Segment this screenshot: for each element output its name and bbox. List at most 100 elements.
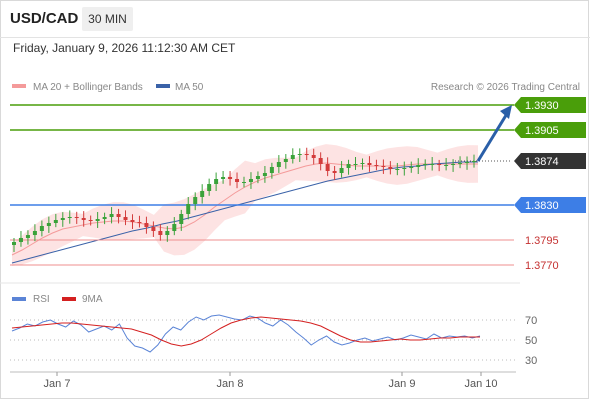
price-level-tag: [514, 197, 586, 213]
candle-body: [74, 217, 79, 218]
candle-body: [276, 162, 281, 167]
rsi-tick-label: 50: [525, 335, 537, 347]
candle-body: [46, 223, 51, 226]
x-tick-label: Jan 9: [389, 378, 416, 390]
timeframe-button[interactable]: 30 MIN: [82, 7, 133, 31]
candle-body: [60, 218, 65, 220]
x-tick-label: Jan 10: [464, 378, 497, 390]
x-tick-label: Jan 7: [44, 378, 71, 390]
candle-body: [423, 164, 428, 165]
candle-body: [332, 171, 337, 173]
candle-body: [242, 182, 246, 183]
candle-body: [381, 166, 386, 167]
candle-body: [200, 191, 205, 197]
candle-body: [416, 165, 421, 167]
candle-body: [402, 168, 407, 169]
candle-body: [311, 155, 316, 158]
price-level-tag: [514, 122, 586, 138]
forecast-arrow-shaft: [476, 111, 510, 162]
chart-header: USD/CAD 30 MIN: [0, 0, 590, 38]
candle-body: [339, 168, 344, 173]
ma20-line: [11, 162, 478, 256]
candle-body: [465, 162, 470, 163]
candle-body: [290, 155, 295, 159]
price-level-label: 1.3930: [525, 100, 559, 112]
rsi-ma-legend-swatch: [62, 297, 76, 301]
price-level-tag: [514, 153, 586, 169]
candle-body: [444, 165, 449, 166]
candle-body: [193, 197, 198, 204]
candle-body: [151, 227, 156, 231]
candle-body: [367, 163, 372, 165]
bollinger-legend-label: MA 20 + Bollinger Bands: [33, 82, 143, 93]
bollinger-legend-swatch: [12, 84, 26, 88]
candle-body: [130, 220, 135, 222]
candle-body: [95, 219, 100, 221]
candle-body: [32, 231, 37, 235]
candle-body: [409, 167, 414, 168]
candle-body: [269, 167, 274, 173]
ma50-line: [11, 161, 478, 264]
forecast-arrow-head: [500, 105, 512, 119]
candle-body: [67, 217, 72, 218]
candle-body: [165, 231, 170, 235]
candle-body: [235, 179, 240, 182]
price-level-label: 1.3905: [525, 125, 559, 137]
candle-body: [179, 214, 184, 224]
research-credit: Research © 2026 Trading Central: [431, 82, 580, 93]
rsi-chart: 70 50 30: [10, 314, 537, 367]
candle-body: [102, 217, 107, 219]
candle-body: [388, 167, 393, 169]
price-level-label: 1.3830: [525, 200, 559, 212]
candle-body: [158, 231, 163, 235]
rsi-legend-label: RSI: [33, 294, 50, 305]
price-level-label: 1.3874: [525, 156, 559, 168]
candle-body: [186, 204, 191, 214]
candle-body: [360, 163, 365, 164]
candle-body: [123, 217, 128, 220]
symbol-title: USD/CAD: [10, 10, 79, 27]
candle-body: [255, 176, 260, 179]
ma50-legend-label: MA 50: [175, 82, 204, 93]
rsi-tick-label: 70: [525, 315, 537, 327]
candle-body: [304, 154, 309, 155]
candle-body: [221, 177, 226, 179]
candle-body: [144, 223, 149, 227]
candle-body: [25, 235, 30, 238]
candle-body: [395, 169, 400, 170]
rsi-legend-swatch: [12, 297, 26, 301]
candle-body: [228, 177, 233, 179]
candle-body: [318, 158, 323, 164]
candle-body: [458, 163, 463, 164]
candle-body: [451, 164, 456, 165]
price-level-tag: [514, 97, 586, 113]
candle-body: [137, 222, 142, 223]
rsi-line: [11, 314, 481, 353]
candle-body: [207, 184, 212, 191]
candle-body: [116, 214, 121, 217]
candle-body: [353, 164, 358, 165]
candle-body: [39, 226, 44, 231]
price-chart: 1.3930 1.3905 1.3874 1.3830 1.3795 1.3770: [10, 97, 586, 272]
candle-body: [430, 164, 435, 165]
candle-body: [472, 161, 476, 162]
candle-body: [214, 179, 219, 184]
candle-body: [248, 179, 253, 182]
rsi-ma-line: [11, 316, 480, 347]
candle-body: [88, 220, 93, 221]
candle-body: [346, 164, 351, 168]
candle-body: [262, 173, 267, 176]
candle-body: [297, 154, 302, 155]
price-level-label: 1.3770: [525, 260, 559, 272]
candle-body: [283, 159, 288, 162]
rsi-tick-label: 30: [525, 355, 537, 367]
candle-body: [374, 165, 379, 166]
price-level-label: 1.3795: [525, 235, 559, 247]
candle-body: [437, 164, 442, 165]
chart-datetime: Friday, January 9, 2026 11:12:30 AM CET: [13, 41, 236, 55]
candle-body: [109, 214, 114, 217]
x-axis: Jan 7 Jan 8 Jan 9 Jan 10: [44, 372, 498, 390]
candle-body: [172, 224, 177, 231]
